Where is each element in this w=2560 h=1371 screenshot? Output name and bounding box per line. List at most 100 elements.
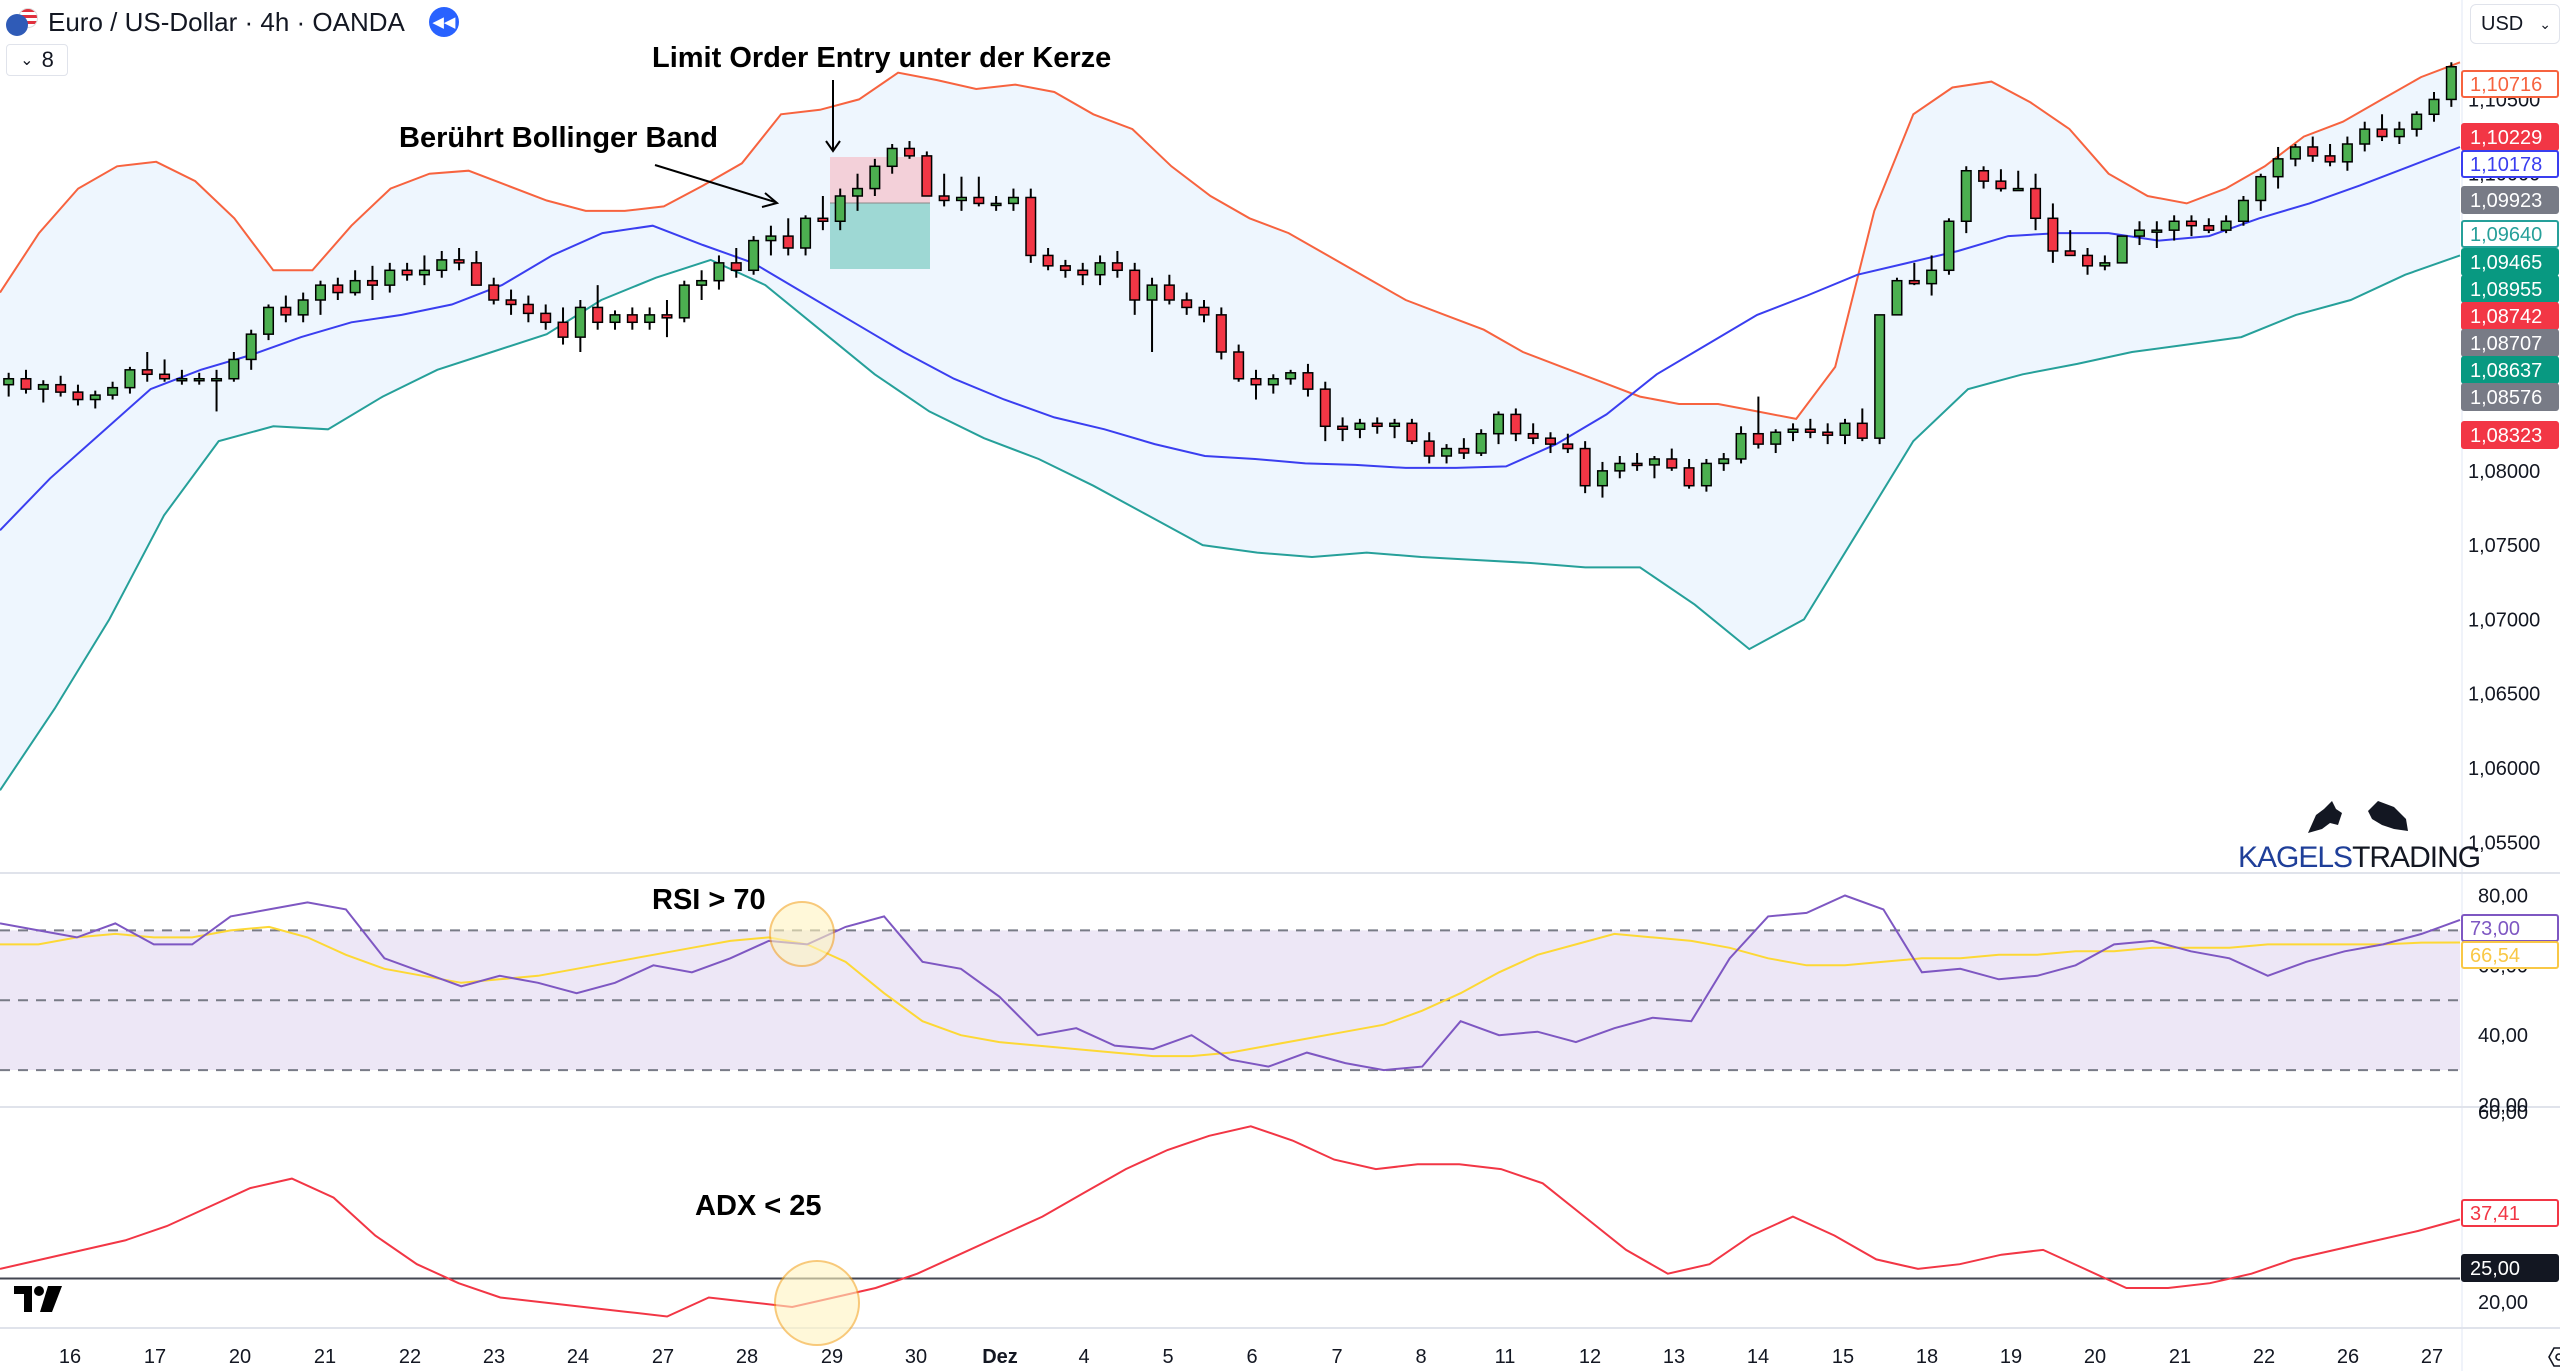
candle (1319, 388, 1331, 428)
price-tick: 1,05500 (2468, 832, 2540, 854)
candle (955, 196, 967, 202)
candle (626, 314, 638, 324)
candle (314, 284, 327, 301)
candle (1094, 262, 1106, 276)
candle (1908, 279, 1920, 285)
logo-text-trading: TRADING (2352, 841, 2481, 874)
candle (124, 369, 136, 389)
candle (141, 369, 153, 376)
currency-selector[interactable]: USD ⌄ (2470, 4, 2560, 44)
price-label: 1,08576 (2461, 383, 2559, 411)
currency-label: USD (2481, 12, 2524, 35)
candle (2376, 128, 2388, 138)
candle (1042, 254, 1054, 267)
candle (1475, 432, 1487, 454)
candle (592, 306, 604, 324)
symbol-title[interactable]: Euro / US-Dollar · 4h · OANDA (48, 6, 405, 37)
annotation-touches-band: Berührt Bollinger Band (399, 122, 719, 154)
candle (2255, 175, 2267, 202)
time-tick: 14 (1747, 1346, 1769, 1368)
price-label: 1,08742 (2461, 302, 2559, 330)
candle (505, 299, 517, 306)
svg-text:25,00: 25,00 (2470, 1258, 2520, 1280)
candle (55, 383, 67, 393)
candle (2133, 229, 2146, 237)
candle (1770, 431, 1782, 445)
price-tick: 1,06000 (2468, 758, 2540, 780)
annotation-adx: ADX < 25 (695, 1190, 822, 1222)
svg-text:1,08955: 1,08955 (2470, 279, 2542, 301)
adx-highlight-circle (774, 1260, 860, 1346)
candle (2272, 158, 2284, 178)
tradingview-logo-icon[interactable] (14, 1286, 66, 1312)
rewind-icon[interactable]: ◀◀ (428, 7, 459, 37)
candle (540, 312, 552, 324)
candle (713, 262, 725, 282)
candle (1181, 299, 1193, 309)
candle (418, 269, 430, 276)
candle (1423, 440, 1435, 457)
price-tick: 1,07000 (2468, 609, 2540, 631)
candle (748, 239, 760, 272)
chevron-down-icon: ⌄ (20, 52, 34, 69)
candle (1666, 458, 1678, 469)
candle (1215, 314, 1227, 353)
candle (2359, 128, 2371, 145)
price-label: 66,54 (2461, 941, 2559, 969)
rsi-tick: 20,00 (2478, 1095, 2528, 1117)
candle (1926, 269, 1938, 285)
candle (1718, 458, 1730, 465)
candle (1752, 432, 1764, 445)
candle (2047, 217, 2059, 252)
candle (1441, 447, 1453, 457)
indicator-collapse-button[interactable]: ⌄ 8 (6, 44, 68, 76)
candle (1804, 428, 1816, 433)
candle (228, 358, 240, 380)
candle (557, 321, 569, 338)
candle (1839, 422, 1851, 436)
time-tick: 5 (1162, 1346, 1173, 1368)
candle (1614, 462, 1626, 472)
svg-text:1,10229: 1,10229 (2470, 127, 2542, 149)
svg-text:37,41: 37,41 (2470, 1203, 2520, 1225)
price-label: 1,10716 (2461, 70, 2559, 98)
price-tick: 1,07500 (2468, 535, 2540, 557)
candle (1111, 262, 1123, 272)
svg-text:1,08637: 1,08637 (2470, 360, 2542, 382)
bull-bear-icon (2308, 801, 2408, 833)
candle (2099, 262, 2111, 267)
candle (107, 386, 119, 396)
time-tick: 6 (1246, 1346, 1257, 1368)
candle (869, 165, 881, 190)
time-tick: 11 (1495, 1346, 1516, 1368)
settings-icon[interactable] (2547, 1345, 2560, 1369)
candle (609, 314, 621, 324)
candle (834, 195, 846, 223)
candle (800, 217, 812, 249)
time-tick: 12 (1579, 1346, 1601, 1368)
time-tick: 20 (2084, 1346, 2106, 1368)
candle (661, 314, 673, 319)
candle (2393, 128, 2405, 138)
candle (921, 155, 933, 197)
candle (2324, 155, 2336, 163)
candle (245, 333, 257, 361)
adx-line (0, 1125, 2461, 1318)
candle (1198, 306, 1210, 316)
candle (696, 279, 708, 286)
adx-tick: 20,00 (2478, 1292, 2528, 1314)
candle (297, 299, 309, 316)
candle (1700, 462, 1712, 487)
svg-text:1,09923: 1,09923 (2470, 190, 2542, 212)
candle (1874, 314, 1886, 439)
candle (349, 279, 361, 294)
candle (2445, 65, 2457, 101)
candle (176, 377, 188, 382)
candle (2307, 146, 2319, 157)
candle (1129, 269, 1141, 301)
candle (1302, 372, 1314, 390)
bollinger-fill (0, 62, 2460, 791)
svg-text:1,09465: 1,09465 (2470, 252, 2542, 274)
candle (2012, 187, 2024, 192)
